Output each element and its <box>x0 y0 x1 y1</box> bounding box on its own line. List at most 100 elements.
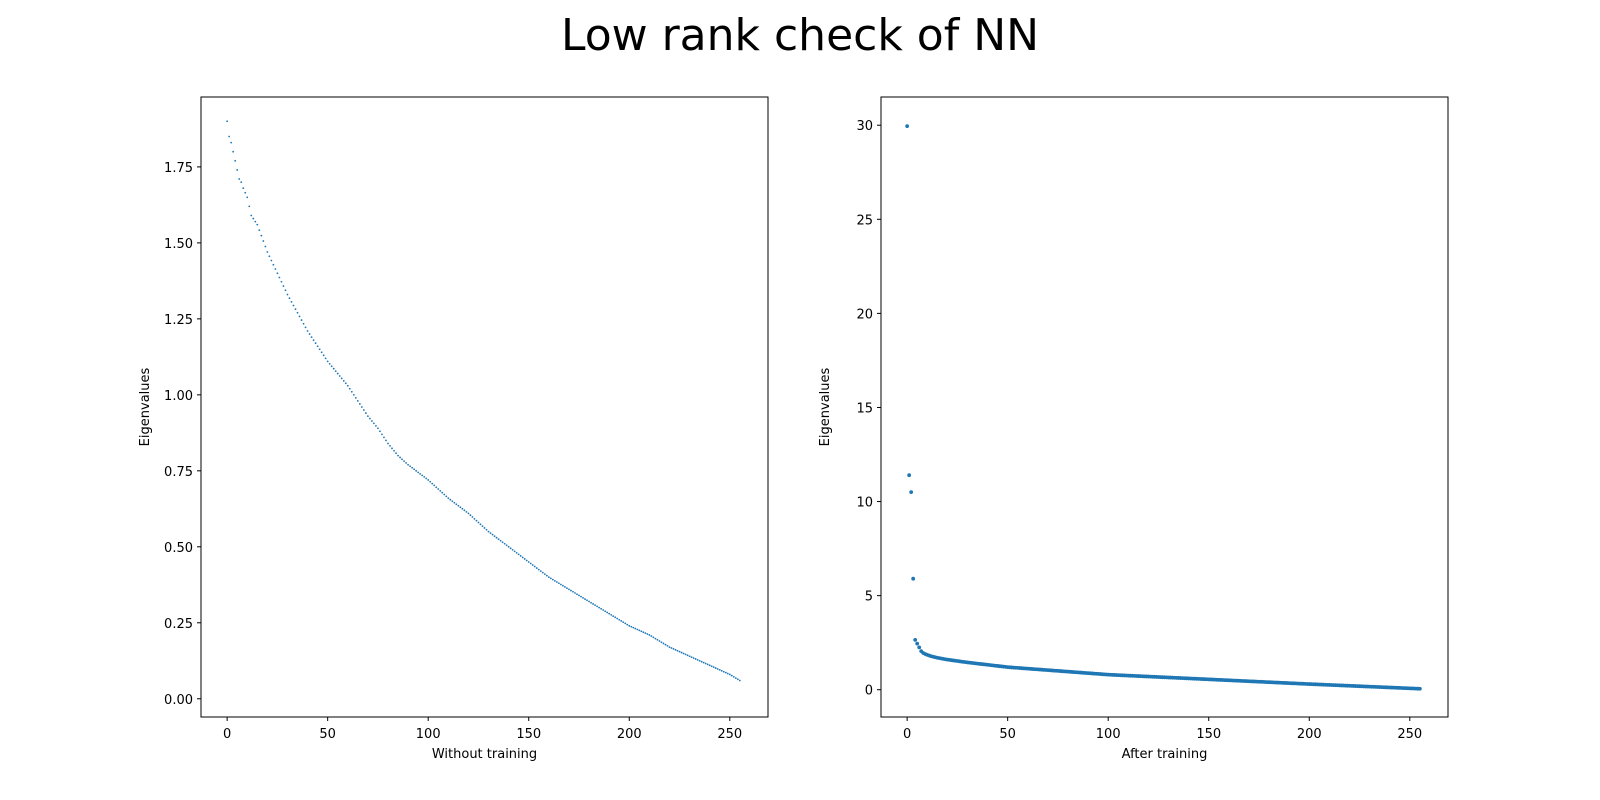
data-point <box>694 658 697 660</box>
data-point <box>905 124 910 129</box>
data-point <box>405 462 407 464</box>
x-tick-label: 250 <box>717 727 742 742</box>
data-point <box>576 593 578 596</box>
data-point <box>555 581 558 583</box>
data-point <box>664 643 667 646</box>
data-point <box>443 493 446 496</box>
data-point <box>628 624 631 627</box>
data-point <box>684 653 687 656</box>
data-point <box>391 447 393 450</box>
data-point <box>481 525 484 528</box>
data-point <box>907 473 912 478</box>
y-tick-label: 0.75 <box>164 465 193 480</box>
data-point <box>354 396 357 399</box>
data-point <box>294 308 297 311</box>
data-point <box>596 605 598 608</box>
data-point <box>282 285 285 287</box>
data-point <box>290 300 293 303</box>
data-point <box>352 393 355 396</box>
data-point <box>505 544 508 547</box>
data-point <box>503 542 506 545</box>
data-point <box>264 245 267 248</box>
data-point <box>545 574 548 577</box>
data-point <box>250 214 253 217</box>
data-point <box>714 667 717 669</box>
data-point <box>616 617 619 620</box>
data-point <box>738 679 741 682</box>
data-point <box>636 628 639 631</box>
data-point <box>676 649 679 652</box>
data-point <box>228 135 231 138</box>
data-point <box>501 541 504 544</box>
data-point <box>592 603 594 605</box>
data-point <box>549 577 552 580</box>
data-point <box>666 644 669 647</box>
figure-title: Low rank check of NN <box>561 10 1039 61</box>
data-point <box>461 507 464 510</box>
y-axis-label: Eigenvalues <box>138 367 153 446</box>
data-point <box>308 333 311 335</box>
data-point <box>373 422 375 425</box>
data-point <box>338 375 341 377</box>
y-tick-label: 0.50 <box>164 541 193 556</box>
data-point <box>718 668 721 671</box>
data-point <box>360 406 363 408</box>
data-point <box>407 463 409 466</box>
data-point <box>336 372 339 375</box>
data-point <box>419 472 422 475</box>
data-point <box>320 351 323 354</box>
data-point <box>371 420 373 422</box>
data-point <box>385 439 387 442</box>
data-point <box>568 588 570 591</box>
x-tick-label: 100 <box>1096 727 1121 742</box>
data-point <box>244 191 247 194</box>
data-point <box>256 223 259 226</box>
data-point <box>917 645 922 650</box>
data-point <box>1417 686 1422 691</box>
data-point <box>710 665 713 668</box>
data-point <box>680 651 683 654</box>
data-point <box>566 587 568 590</box>
data-point <box>411 466 414 469</box>
data-point <box>463 509 466 512</box>
data-point <box>226 120 229 123</box>
data-point <box>632 626 635 629</box>
data-point <box>708 664 711 667</box>
data-point <box>688 655 691 658</box>
data-point <box>318 348 321 351</box>
data-point <box>608 612 611 615</box>
data-point <box>539 570 542 573</box>
data-point <box>570 589 572 592</box>
data-point <box>541 571 544 574</box>
data-point <box>280 280 283 283</box>
data-point <box>230 141 233 144</box>
data-point <box>431 482 434 485</box>
data-point <box>582 596 584 599</box>
y-tick-label: 1.75 <box>164 161 193 176</box>
y-tick-label: 1.50 <box>164 237 193 252</box>
data-point <box>618 618 621 621</box>
data-point <box>590 601 592 604</box>
data-point <box>326 360 329 363</box>
data-point <box>292 304 295 307</box>
data-point <box>674 648 677 651</box>
data-point <box>578 594 580 597</box>
data-point <box>533 565 536 568</box>
data-point <box>477 521 480 524</box>
data-point <box>640 630 643 633</box>
data-point <box>650 635 653 638</box>
data-point <box>316 345 319 348</box>
y-tick-label: 0.25 <box>164 617 193 632</box>
data-point <box>557 582 560 585</box>
data-point <box>913 637 918 642</box>
data-point <box>302 322 305 325</box>
data-point <box>537 568 540 571</box>
data-point <box>300 319 303 321</box>
y-tick-label: 1.25 <box>164 313 193 328</box>
data-point <box>453 501 456 504</box>
data-points <box>226 120 741 682</box>
data-point <box>672 648 675 650</box>
data-point <box>268 255 271 258</box>
data-point <box>547 576 550 579</box>
